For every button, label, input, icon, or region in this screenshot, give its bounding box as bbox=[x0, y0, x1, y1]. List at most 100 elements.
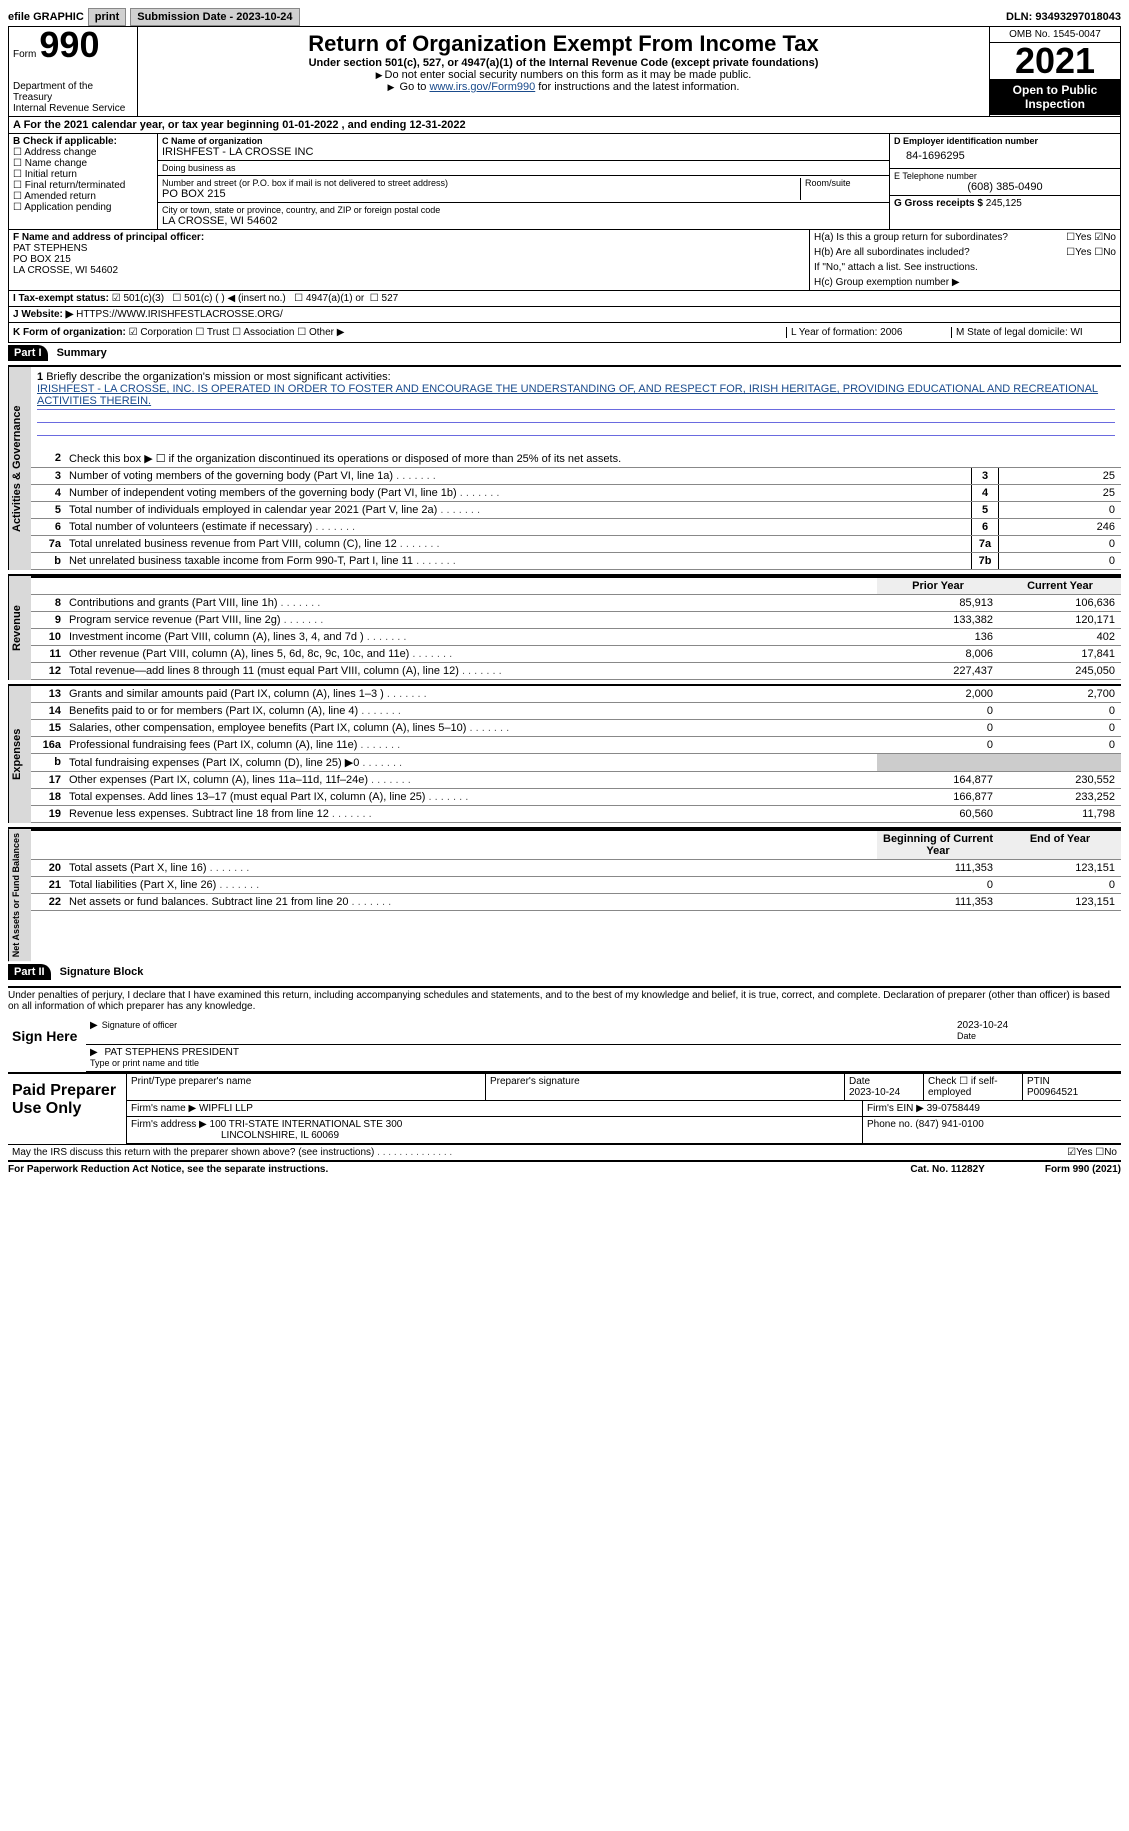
row-j: J Website: ▶ HTTPS://WWW.IRISHFESTLACROS… bbox=[8, 307, 1121, 323]
hdr-begin: Beginning of Current Year bbox=[877, 831, 999, 859]
checkbox-name-change[interactable]: Name change bbox=[13, 158, 153, 169]
line-12: 12Total revenue—add lines 8 through 11 (… bbox=[31, 663, 1121, 680]
form-header: Form 990 Department of the Treasury Inte… bbox=[8, 26, 1121, 117]
city-label: City or town, state or province, country… bbox=[162, 205, 885, 215]
form-number: 990 bbox=[39, 29, 99, 61]
line-18: 18Total expenses. Add lines 13–17 (must … bbox=[31, 789, 1121, 806]
prep-h2: Preparer's signature bbox=[490, 1076, 580, 1087]
sign-here-label: Sign Here bbox=[8, 1018, 86, 1072]
checkbox-initial-return[interactable]: Initial return bbox=[13, 169, 153, 180]
line-13: 13Grants and similar amounts paid (Part … bbox=[31, 686, 1121, 703]
i-4947[interactable]: 4947(a)(1) or bbox=[294, 293, 364, 304]
goto-pre: Go to bbox=[400, 81, 430, 93]
subtitle-1: Under section 501(c), 527, or 4947(a)(1)… bbox=[144, 57, 983, 69]
preparer-left: Paid Preparer Use Only bbox=[8, 1074, 127, 1144]
mission-q: Briefly describe the organization's miss… bbox=[46, 371, 390, 383]
checkbox-final-return-terminated[interactable]: Final return/terminated bbox=[13, 180, 153, 191]
tax-year: 2021 bbox=[990, 43, 1120, 79]
prep-ptin: P00964521 bbox=[1027, 1087, 1078, 1098]
phone-value: (608) 385-0490 bbox=[894, 181, 1116, 193]
submission-date-button[interactable]: Submission Date - 2023-10-24 bbox=[130, 8, 299, 26]
part1-title: Summary bbox=[51, 345, 113, 361]
website-value: HTTPS://WWW.IRISHFESTLACROSSE.ORG/ bbox=[76, 309, 283, 320]
checkbox-amended-return[interactable]: Amended return bbox=[13, 191, 153, 202]
form-title: Return of Organization Exempt From Incom… bbox=[144, 31, 983, 57]
line-20: 20Total assets (Part X, line 16) . . . .… bbox=[31, 860, 1121, 877]
row-i: I Tax-exempt status: 501(c)(3) 501(c) ( … bbox=[8, 291, 1121, 307]
hdr-prior: Prior Year bbox=[877, 578, 999, 594]
irs-link[interactable]: www.irs.gov/Form990 bbox=[429, 81, 535, 93]
goto-post: for instructions and the latest informat… bbox=[535, 81, 739, 93]
officer-name: PAT STEPHENS bbox=[13, 243, 87, 254]
line-2: Check this box ▶ ☐ if the organization d… bbox=[65, 450, 1121, 467]
hc-label: H(c) Group exemption number ▶ bbox=[810, 275, 1120, 290]
line-b: bTotal fundraising expenses (Part IX, co… bbox=[31, 754, 1121, 772]
col-c: C Name of organization IRISHFEST - LA CR… bbox=[158, 134, 889, 229]
line-7a: 7aTotal unrelated business revenue from … bbox=[31, 536, 1121, 553]
checkbox-application-pending[interactable]: Application pending bbox=[13, 202, 153, 213]
vtab-expenses: Expenses bbox=[8, 686, 31, 823]
hb-yes: Yes bbox=[1075, 247, 1091, 258]
discuss-yes: Yes bbox=[1076, 1147, 1092, 1158]
line-5: 5Total number of individuals employed in… bbox=[31, 502, 1121, 519]
phone-label: E Telephone number bbox=[894, 171, 1116, 181]
part2-bar: Part II bbox=[8, 964, 51, 980]
dept-label: Department of the Treasury bbox=[13, 81, 133, 103]
footer-mid: Cat. No. 11282Y bbox=[910, 1164, 984, 1175]
f-label: F Name and address of principal officer: bbox=[13, 232, 204, 243]
i-501c[interactable]: 501(c) ( ) ◀ (insert no.) bbox=[172, 293, 285, 304]
discuss-text: May the IRS discuss this return with the… bbox=[12, 1147, 374, 1158]
checkbox-address-change[interactable]: Address change bbox=[13, 147, 153, 158]
room-label: Room/suite bbox=[805, 178, 885, 188]
i-527[interactable]: 527 bbox=[370, 293, 398, 304]
i-501c3[interactable]: 501(c)(3) bbox=[112, 293, 164, 304]
line-4: 4Number of independent voting members of… bbox=[31, 485, 1121, 502]
firm-name: WIPFLI LLP bbox=[199, 1103, 253, 1114]
footer-right: Form 990 (2021) bbox=[1045, 1164, 1121, 1175]
k-assoc[interactable]: Association bbox=[232, 327, 294, 338]
discuss-row: May the IRS discuss this return with the… bbox=[8, 1144, 1121, 1160]
vtab-net: Net Assets or Fund Balances bbox=[8, 829, 31, 961]
k-trust[interactable]: Trust bbox=[195, 327, 229, 338]
line-19: 19Revenue less expenses. Subtract line 1… bbox=[31, 806, 1121, 823]
row-a-period: A For the 2021 calendar year, or tax yea… bbox=[8, 117, 1121, 134]
sig-date: 2023-10-24 bbox=[957, 1020, 1008, 1031]
hdr-current: Current Year bbox=[999, 578, 1121, 594]
org-name: IRISHFEST - LA CROSSE INC bbox=[162, 146, 885, 158]
line-14: 14Benefits paid to or for members (Part … bbox=[31, 703, 1121, 720]
addr-label: Number and street (or P.O. box if mail i… bbox=[162, 178, 800, 188]
efile-label: efile GRAPHIC bbox=[8, 11, 84, 23]
line-16a: 16aProfessional fundraising fees (Part I… bbox=[31, 737, 1121, 754]
line-21: 21Total liabilities (Part X, line 26) . … bbox=[31, 877, 1121, 894]
line-22: 22Net assets or fund balances. Subtract … bbox=[31, 894, 1121, 911]
line-15: 15Salaries, other compensation, employee… bbox=[31, 720, 1121, 737]
vtab-governance: Activities & Governance bbox=[8, 367, 31, 570]
line-17: 17Other expenses (Part IX, column (A), l… bbox=[31, 772, 1121, 789]
line-10: 10Investment income (Part VIII, column (… bbox=[31, 629, 1121, 646]
line-6: 6Total number of volunteers (estimate if… bbox=[31, 519, 1121, 536]
line-3: 3Number of voting members of the governi… bbox=[31, 468, 1121, 485]
k-label: K Form of organization: bbox=[13, 327, 126, 338]
row-klm: K Form of organization: Corporation Trus… bbox=[8, 323, 1121, 343]
prep-h1: Print/Type preparer's name bbox=[131, 1076, 251, 1087]
k-other[interactable]: Other ▶ bbox=[297, 327, 344, 338]
j-label: J Website: ▶ bbox=[13, 309, 73, 320]
gross-value: 245,125 bbox=[986, 198, 1022, 209]
subtitle-2: Do not enter social security numbers on … bbox=[144, 69, 983, 81]
addr-value: PO BOX 215 bbox=[162, 188, 800, 200]
part1-bar: Part I bbox=[8, 345, 48, 361]
preparer-block: Paid Preparer Use Only Print/Type prepar… bbox=[8, 1072, 1121, 1144]
firm-addr2: LINCOLNSHIRE, IL 60069 bbox=[221, 1130, 339, 1141]
k-corp[interactable]: Corporation bbox=[129, 327, 193, 338]
m-state: M State of legal domicile: WI bbox=[951, 327, 1116, 338]
firm-ein-label: Firm's EIN ▶ bbox=[867, 1103, 924, 1114]
sig-name: PAT STEPHENS PRESIDENT bbox=[104, 1047, 238, 1058]
hb-label: H(b) Are all subordinates included? bbox=[814, 247, 970, 258]
vtab-revenue: Revenue bbox=[8, 576, 31, 680]
line-b: bNet unrelated business taxable income f… bbox=[31, 553, 1121, 570]
section-fgh: F Name and address of principal officer:… bbox=[8, 230, 1121, 291]
officer-addr1: PO BOX 215 bbox=[13, 254, 71, 265]
irs-label: Internal Revenue Service bbox=[13, 103, 133, 114]
firm-addr-label: Firm's address ▶ bbox=[131, 1119, 207, 1130]
ha-no: No bbox=[1103, 232, 1116, 243]
